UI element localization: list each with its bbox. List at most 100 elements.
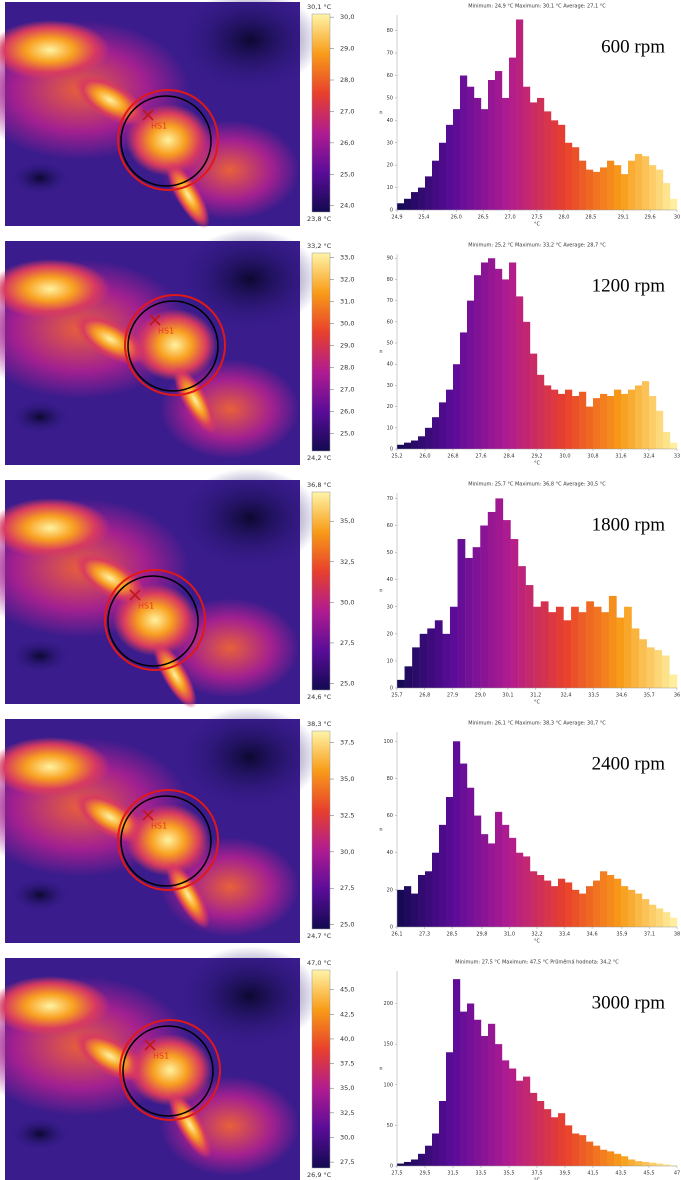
colorbar-tick-label: 30,0 xyxy=(340,598,354,606)
histogram-bar xyxy=(544,1109,552,1166)
thermal-image: HS1 xyxy=(0,707,320,943)
histogram-bar xyxy=(579,1135,587,1166)
histogram-bar xyxy=(614,389,622,449)
histogram-bar xyxy=(558,124,566,210)
histogram-bar xyxy=(663,432,671,449)
histogram-bar xyxy=(586,886,594,927)
histogram-bar xyxy=(614,878,622,927)
histogram-bar xyxy=(586,601,594,688)
colorbar-tick-label: 45,0 xyxy=(340,986,354,994)
histogram-bar xyxy=(656,908,664,927)
red-ring xyxy=(124,294,226,396)
x-tick-label: 37,5 xyxy=(531,1171,542,1177)
histogram-bar xyxy=(537,97,545,210)
histogram-bar xyxy=(418,187,426,210)
hot-region xyxy=(168,1091,212,1159)
histogram-bar xyxy=(635,1161,643,1166)
histogram-bar xyxy=(544,385,552,449)
histogram-bar xyxy=(425,871,433,927)
histogram-bar xyxy=(449,606,458,688)
histogram-bar xyxy=(412,647,420,688)
thermal-image: HS1 xyxy=(0,0,320,229)
colorbar-tick-label: 32,0 xyxy=(340,275,354,283)
histogram-bar xyxy=(418,1153,426,1166)
x-tick-label: 34,6 xyxy=(616,693,627,699)
histogram-bar xyxy=(628,160,636,210)
hot-region xyxy=(133,309,217,381)
histogram-bar xyxy=(488,258,496,449)
histogram-bar xyxy=(397,1163,405,1166)
histogram-bar xyxy=(509,837,517,927)
hot-region xyxy=(126,104,210,176)
histogram-bar xyxy=(572,147,580,210)
histogram-bar xyxy=(551,389,559,449)
histogram-bar xyxy=(628,389,636,449)
histogram-bar xyxy=(635,893,643,927)
histogram-bar xyxy=(404,1161,412,1166)
histogram-bar xyxy=(586,406,594,449)
colorbar-tick-label: 30,0 xyxy=(340,13,354,21)
histogram-bar xyxy=(425,427,433,449)
histogram-bar xyxy=(608,595,617,688)
y-axis-label: n xyxy=(379,349,382,355)
histogram-bar xyxy=(418,436,426,449)
histogram-bar xyxy=(530,1092,538,1166)
x-tick-label: 29,1 xyxy=(618,215,629,221)
histogram-bar xyxy=(516,1080,524,1166)
histogram-bar xyxy=(487,511,496,688)
x-tick-label: 30,1 xyxy=(502,693,513,699)
histogram-bar xyxy=(446,389,454,449)
histogram-bar xyxy=(642,899,650,927)
x-tick-label: 30 xyxy=(674,215,680,221)
histogram-bar xyxy=(495,268,503,449)
histogram-bar xyxy=(616,617,625,688)
x-tick-label: 26,0 xyxy=(451,215,462,221)
y-tick-label: 100 xyxy=(383,739,393,745)
x-tick-label: 41,5 xyxy=(587,1171,598,1177)
histogram-bar xyxy=(654,650,663,688)
histogram-bar xyxy=(621,886,629,927)
black-ring xyxy=(122,1025,214,1117)
colorbar-tick-label: 26,0 xyxy=(340,139,354,147)
histogram-bar xyxy=(404,198,412,210)
black-ring xyxy=(120,95,212,187)
histogram-bar xyxy=(649,1162,657,1166)
x-tick-label: 31,2 xyxy=(530,693,541,699)
histogram-bar xyxy=(663,183,671,210)
x-tick-label: 29,0 xyxy=(475,693,486,699)
histogram-bar xyxy=(656,410,664,449)
colorbar-tick-label: 40,0 xyxy=(340,1035,354,1043)
x-tick-label: 25,4 xyxy=(418,215,429,221)
histogram-bar xyxy=(509,262,517,449)
x-tick-label: 35,7 xyxy=(644,693,655,699)
thermal-image: HS1 xyxy=(0,468,320,709)
histogram-bar xyxy=(502,520,511,688)
y-tick-label: 10 xyxy=(387,425,393,431)
histogram-bar xyxy=(488,843,496,927)
x-tick-label: 27,5 xyxy=(391,1171,402,1177)
histogram-bar xyxy=(593,398,601,449)
histogram-title: Minimum: 24,9 °C Maximum: 30,1 °C Averag… xyxy=(468,4,606,10)
y-tick-label: 90 xyxy=(387,256,393,262)
x-axis-label: °C xyxy=(534,1178,541,1180)
histogram-bar xyxy=(453,109,461,210)
histogram-bar xyxy=(661,655,670,688)
y-tick-label: 10 xyxy=(387,185,393,191)
y-tick-label: 100 xyxy=(383,1082,393,1088)
y-axis-label: n xyxy=(379,1066,382,1072)
histogram-bar xyxy=(670,1165,678,1166)
x-tick-label: 38 xyxy=(674,932,680,938)
x-tick-label: 33 xyxy=(674,454,680,460)
cold-region xyxy=(180,946,320,1046)
colorbar-tick-label: 25,0 xyxy=(340,680,354,688)
histogram-bar xyxy=(572,889,580,927)
histogram-bar xyxy=(558,1113,566,1166)
y-axis-label: n xyxy=(379,110,382,116)
x-tick-label: 29,5 xyxy=(419,1171,430,1177)
colorbar-tick-label: 32,5 xyxy=(340,1109,354,1117)
cold-region xyxy=(12,401,68,433)
histogram-bar xyxy=(586,1141,594,1166)
hotspot-marker xyxy=(144,1039,156,1051)
colorbar-tick-label: 30,0 xyxy=(340,1133,354,1141)
colorbar-tick-label: 35,0 xyxy=(340,775,354,783)
